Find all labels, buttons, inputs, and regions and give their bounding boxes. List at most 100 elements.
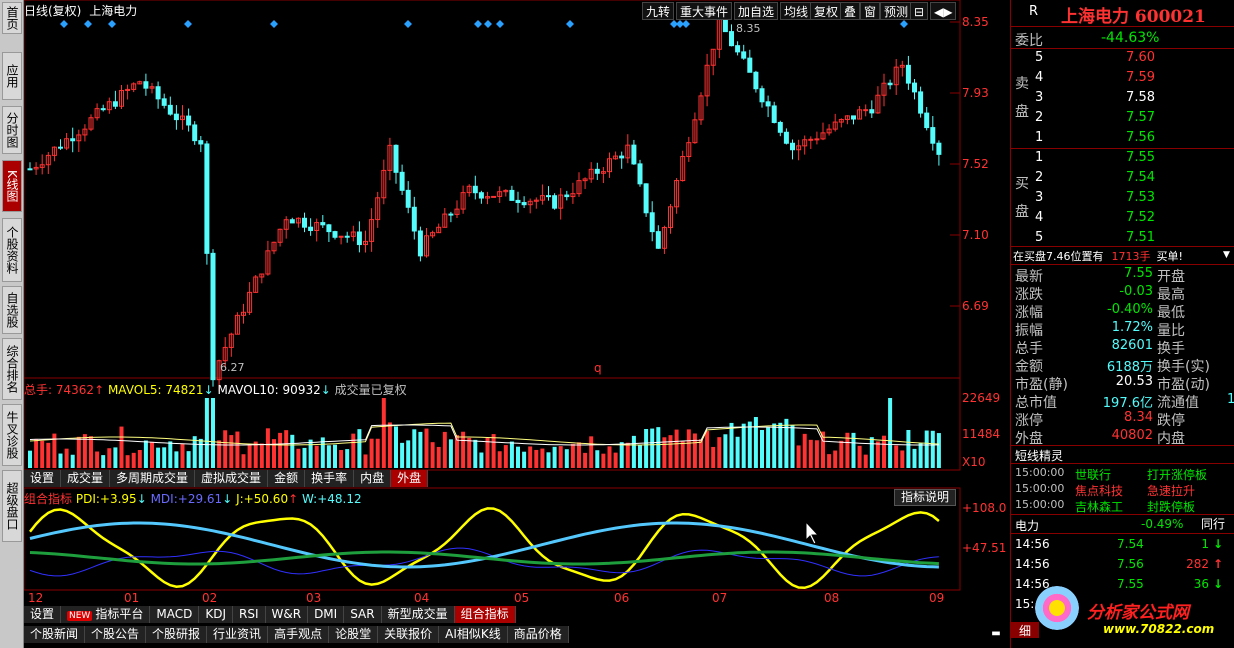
left-nav-2[interactable]: 分时图 [2,106,22,154]
left-nav-8[interactable]: 超级盘口 [2,470,22,542]
peer-button[interactable]: 同行 [1201,517,1226,531]
event-diamond-icon[interactable] [60,20,68,28]
sprite-event: 封跌停板 [1147,500,1196,514]
toolbar-button-2[interactable]: 加自选 [734,2,779,20]
indicator-frame [24,487,961,591]
bottabs-tab-0[interactable]: 个股新闻 [24,626,86,643]
event-diamond-icon[interactable] [404,20,412,28]
candle-body [680,156,686,182]
voltabs-tab-5[interactable]: 换手率 [305,470,355,487]
event-diamond-icon[interactable] [84,20,92,28]
event-diamond-icon[interactable] [484,20,492,28]
toolbar-button-1[interactable]: 重大事件 [676,2,733,20]
volume-tabs: 设置 成交量 多周期成交量 虚拟成交量 金额 换手率 内盘 外盘 [24,470,429,487]
event-diamond-icon[interactable] [184,20,192,28]
collapse-icon[interactable]: ▬ [991,628,1001,639]
toolbar-button-4[interactable]: 复权 [810,2,843,20]
indtabs-tab-7[interactable]: SAR [344,606,382,623]
indtabs-tab-8[interactable]: 新型成交量 [381,606,455,623]
toolbar-button-8[interactable]: ⊟ [910,2,929,20]
voltabs-tab-2[interactable]: 多周期成交量 [110,470,196,487]
event-diamond-icon[interactable] [496,20,504,28]
indicator-explain-button[interactable]: 指标说明 [894,489,957,506]
indtabs-tab-9[interactable]: 组合指标 [454,606,516,623]
toolbar-button-0[interactable]: 九转 [642,2,675,20]
voltabs-tab-6[interactable]: 内盘 [354,470,392,487]
event-diamond-icon[interactable] [270,20,278,28]
event-diamond-icon[interactable] [108,20,116,28]
indtabs-tab-2[interactable]: MACD [150,606,200,623]
left-nav-1[interactable]: 应用 [2,52,22,100]
left-nav-6[interactable]: 综合排名 [2,338,22,400]
event-diamond-icon[interactable] [670,20,678,28]
event-diamond-icon[interactable] [682,20,690,28]
buy-price[interactable]: 7.51 [1126,230,1155,245]
candle [509,185,515,201]
indtabs-tab-3[interactable]: KDJ [199,606,233,623]
sector-name[interactable]: 电力 [1015,519,1040,533]
bottabs-tab-7[interactable]: AI相似K线 [439,626,508,643]
sprite-stock[interactable]: 世联行 [1075,468,1112,482]
indtabs-tab-1[interactable]: NEW 指标平台 [61,606,151,623]
weibi-value: -44.63% [1101,30,1160,46]
voltabs-tab-7[interactable]: 外盘 [391,470,429,487]
toolbar-button-3[interactable]: 均线 [780,2,813,20]
sprite-stock[interactable]: 吉林森工 [1075,500,1124,514]
voltabs-tab-0[interactable]: 设置 [24,470,62,487]
voltabs-tab-4[interactable]: 金额 [268,470,306,487]
bottabs-tab-1[interactable]: 个股公告 [85,626,147,643]
month-label: 03 [306,591,321,605]
voltabs-tab-3[interactable]: 虚拟成交量 [195,470,269,487]
candle-body [570,193,576,198]
toolbar-button-6[interactable]: 窗 [860,2,881,20]
indtabs-tab-4[interactable]: RSI [233,606,266,623]
indtabs-tab-0[interactable]: 设置 [24,606,62,623]
buy-price[interactable]: 7.52 [1126,210,1155,225]
candle-body [253,276,259,293]
corner-tab[interactable]: 细 [1011,622,1039,638]
indtabs-tab-5[interactable]: W&R [265,606,309,623]
sell-price[interactable]: 7.59 [1126,70,1155,85]
bottabs-tab-6[interactable]: 关联报价 [378,626,440,643]
event-diamond-icon[interactable] [566,20,574,28]
sprite-stock[interactable]: 焦点科技 [1075,484,1124,498]
sell-price[interactable]: 7.56 [1126,130,1155,145]
event-diamond-icon[interactable] [474,20,482,28]
buy-price[interactable]: 7.53 [1126,190,1155,205]
bottabs-tab-4[interactable]: 高手观点 [268,626,330,643]
candle-body [88,117,94,130]
scroll-arrow-icon[interactable]: ▼ [1223,250,1230,260]
bottabs-tab-3[interactable]: 行业资讯 [207,626,269,643]
sell-price[interactable]: 7.60 [1126,50,1155,65]
bottabs-tab-5[interactable]: 论股堂 [329,626,379,643]
left-nav-0[interactable]: 首页 [2,2,22,34]
volume-bar [143,440,148,468]
bottabs-tab-2[interactable]: 个股研报 [146,626,208,643]
kline-chart-area[interactable]: 8.35 7.93 7.52 7.10 6.69 22649 11484 X10 +108.0 +… [24,0,1010,648]
sell-price[interactable]: 7.58 [1126,90,1155,105]
candle-body [393,144,399,173]
buy-price[interactable]: 7.54 [1126,170,1155,185]
sell-price[interactable]: 7.57 [1126,110,1155,125]
toolbar-button-5[interactable]: 叠 [840,2,861,20]
buy-price[interactable]: 7.55 [1126,150,1155,165]
candle [399,164,405,195]
indtabs-tab-6[interactable]: DMI [308,606,345,623]
volume-bar [747,421,752,468]
left-nav-7[interactable]: 牛叉诊股 [2,404,22,466]
left-nav-3[interactable]: K线图 [2,160,22,212]
event-diamond-icon[interactable] [676,20,684,28]
toolbar-button-7[interactable]: 预测 [880,2,913,20]
candle [735,41,741,56]
candle [442,208,448,228]
toolbar-button-9[interactable]: ◀▶ [930,2,957,20]
event-diamond-icon[interactable] [900,20,908,28]
chart-header: 日线(复权) 上海电力 [24,2,137,19]
volume-bar [546,452,551,468]
left-nav-4[interactable]: 个股资料 [2,218,22,282]
left-nav-5[interactable]: 自选股 [2,286,22,334]
buy-side-label: 买盘 [1015,176,1029,220]
voltabs-tab-1[interactable]: 成交量 [61,470,111,487]
bottabs-tab-8[interactable]: 商品价格 [507,626,569,643]
chart-canvas[interactable]: 8.35 7.93 7.52 7.10 6.69 22649 11484 X10 +108.0 +… [24,0,1010,648]
